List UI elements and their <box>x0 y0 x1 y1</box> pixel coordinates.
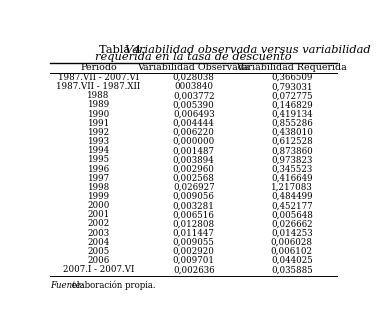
Text: 0,006493: 0,006493 <box>173 110 215 119</box>
Text: 1991: 1991 <box>87 119 110 128</box>
Text: 1996: 1996 <box>87 164 110 174</box>
Text: 0,003281: 0,003281 <box>173 201 215 210</box>
Text: 1987.VII - 1987.XII: 1987.VII - 1987.XII <box>56 82 141 91</box>
Text: Variabilidad observada versus variabilidad: Variabilidad observada versus variabilid… <box>125 45 370 55</box>
Text: 2002: 2002 <box>87 219 110 229</box>
Text: 0,416649: 0,416649 <box>271 174 313 183</box>
Text: 1995: 1995 <box>87 155 110 164</box>
Text: 0,004444: 0,004444 <box>173 119 215 128</box>
Text: 0,973823: 0,973823 <box>271 155 313 164</box>
Text: 0,419134: 0,419134 <box>271 110 313 119</box>
Text: 0003840: 0003840 <box>174 82 213 91</box>
Text: 2005: 2005 <box>87 247 110 256</box>
Text: 1998: 1998 <box>87 183 110 192</box>
Text: 0,003772: 0,003772 <box>173 91 215 100</box>
Text: 0,002636: 0,002636 <box>173 265 215 274</box>
Text: 0,003894: 0,003894 <box>173 155 215 164</box>
Text: 2001: 2001 <box>87 210 110 219</box>
Text: 0,035885: 0,035885 <box>271 265 313 274</box>
Text: 0,873860: 0,873860 <box>271 146 313 155</box>
Text: 0,002960: 0,002960 <box>173 164 215 174</box>
Text: 0,028038: 0,028038 <box>173 73 215 82</box>
Text: 0,006102: 0,006102 <box>271 247 313 256</box>
Text: 0,006220: 0,006220 <box>173 128 215 137</box>
Text: 1987.VII - 2007.VI: 1987.VII - 2007.VI <box>58 73 139 82</box>
Text: 0,012808: 0,012808 <box>173 219 215 229</box>
Text: 0,612528: 0,612528 <box>271 137 313 146</box>
Text: 0,026662: 0,026662 <box>271 219 313 229</box>
Text: 0,072775: 0,072775 <box>271 91 313 100</box>
Text: 0,855286: 0,855286 <box>271 119 313 128</box>
Text: 0,366509: 0,366509 <box>271 73 313 82</box>
Text: 0,014253: 0,014253 <box>271 229 313 238</box>
Text: 0,793031: 0,793031 <box>271 82 313 91</box>
Text: 0,026927: 0,026927 <box>173 183 215 192</box>
Text: 1992: 1992 <box>87 128 110 137</box>
Text: 1999: 1999 <box>87 192 110 201</box>
Text: 0,002568: 0,002568 <box>173 174 215 183</box>
Text: 0,009701: 0,009701 <box>173 256 215 265</box>
Text: 1997: 1997 <box>87 174 110 183</box>
Text: 0,001487: 0,001487 <box>173 146 215 155</box>
Text: Tabla 4.: Tabla 4. <box>99 45 148 55</box>
Text: 1990: 1990 <box>87 110 110 119</box>
Text: 0,009055: 0,009055 <box>173 238 215 247</box>
Text: Fuente:: Fuente: <box>50 281 84 290</box>
Text: 2007.I - 2007.VI: 2007.I - 2007.VI <box>63 265 134 274</box>
Text: 1993: 1993 <box>88 137 110 146</box>
Text: 0,002920: 0,002920 <box>173 247 215 256</box>
Text: Variabilidad Observada: Variabilidad Observada <box>138 63 250 72</box>
Text: requerida en la tasa de descuento: requerida en la tasa de descuento <box>95 52 292 62</box>
Text: 2004: 2004 <box>87 238 110 247</box>
Text: 2000: 2000 <box>87 201 110 210</box>
Text: 0,452177: 0,452177 <box>271 201 313 210</box>
Text: 0,006516: 0,006516 <box>173 210 215 219</box>
Text: 0,484499: 0,484499 <box>271 192 313 201</box>
Text: Variabilidad Requerida: Variabilidad Requerida <box>237 63 347 72</box>
Text: 2003: 2003 <box>87 229 110 238</box>
Text: 1,217083: 1,217083 <box>271 183 313 192</box>
Text: 0,011447: 0,011447 <box>173 229 215 238</box>
Text: 0,146829: 0,146829 <box>271 100 313 110</box>
Text: 0,009056: 0,009056 <box>173 192 215 201</box>
Text: 1994: 1994 <box>87 146 110 155</box>
Text: 0,438010: 0,438010 <box>271 128 313 137</box>
Text: 0,044025: 0,044025 <box>271 256 313 265</box>
Text: 0,005390: 0,005390 <box>173 100 215 110</box>
Text: 2006: 2006 <box>87 256 110 265</box>
Text: 1989: 1989 <box>87 100 110 110</box>
Text: 0,345523: 0,345523 <box>271 164 313 174</box>
Text: 0,006028: 0,006028 <box>271 238 313 247</box>
Text: 1988: 1988 <box>87 91 110 100</box>
Text: 0,005648: 0,005648 <box>271 210 313 219</box>
Text: elaboración propia.: elaboración propia. <box>69 281 156 290</box>
Text: Periodo: Periodo <box>80 63 117 72</box>
Text: 0,000000: 0,000000 <box>173 137 215 146</box>
